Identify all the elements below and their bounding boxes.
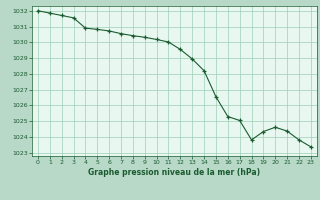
X-axis label: Graphe pression niveau de la mer (hPa): Graphe pression niveau de la mer (hPa) [88, 168, 260, 177]
